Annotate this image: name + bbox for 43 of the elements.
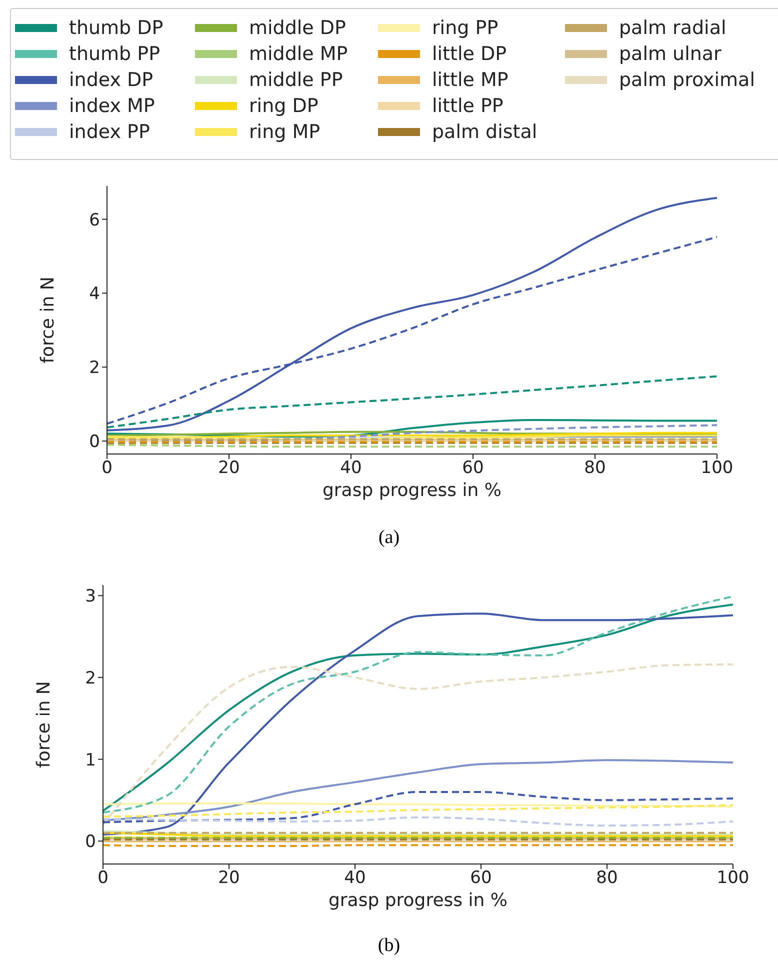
y-tick-label: 4 (89, 284, 100, 304)
y-axis-title: force in N (33, 681, 54, 768)
legend-label: little DP (432, 43, 507, 65)
legend-label: middle PP (249, 69, 343, 91)
y-tick-label: 2 (85, 668, 96, 688)
legend-label: middle MP (249, 43, 348, 65)
x-axis-title: grasp progress in % (328, 890, 508, 911)
text: (b) (376, 935, 402, 957)
y-tick-label: 2 (89, 358, 100, 378)
legend-label: little PP (432, 95, 504, 117)
y-tick-label: 3 (85, 586, 96, 607)
text: (a) (377, 527, 401, 549)
legend-label: thumb PP (69, 43, 160, 65)
legend-label: ring DP (249, 95, 318, 117)
legend-label: middle DP (249, 17, 346, 39)
legend-label: index PP (69, 121, 150, 143)
legend-label: ring MP (249, 121, 320, 143)
legend-label: palm radial (619, 17, 726, 39)
legend-label: little MP (432, 69, 508, 91)
x-tick-label: 100 (716, 868, 750, 888)
x-tick-label: 40 (344, 868, 366, 888)
x-tick-label: 80 (584, 458, 606, 478)
x-tick-label: 20 (218, 458, 240, 478)
y-tick-label: 0 (89, 432, 100, 452)
x-tick-label: 100 (700, 458, 734, 478)
x-tick-label: 40 (340, 458, 362, 478)
legend-label: palm ulnar (619, 43, 722, 65)
y-tick-label: 6 (89, 210, 100, 230)
y-tick-label: 0 (85, 832, 96, 852)
x-axis-title: grasp progress in % (322, 480, 502, 501)
x-tick-label: 20 (218, 868, 240, 888)
x-tick-label: 60 (470, 868, 492, 888)
x-tick-label: 60 (462, 458, 484, 478)
legend-label: palm distal (432, 121, 538, 143)
x-tick-label: 80 (596, 868, 618, 888)
legend-label: ring PP (432, 17, 498, 39)
y-tick-label: 1 (85, 750, 96, 770)
legend-label: palm proximal (619, 69, 755, 91)
legend-label: index MP (69, 95, 155, 117)
legend-label: thumb DP (69, 17, 164, 39)
legend-label: index DP (69, 69, 154, 91)
x-tick-label: 0 (102, 458, 112, 478)
y-axis-title: force in N (37, 276, 58, 364)
